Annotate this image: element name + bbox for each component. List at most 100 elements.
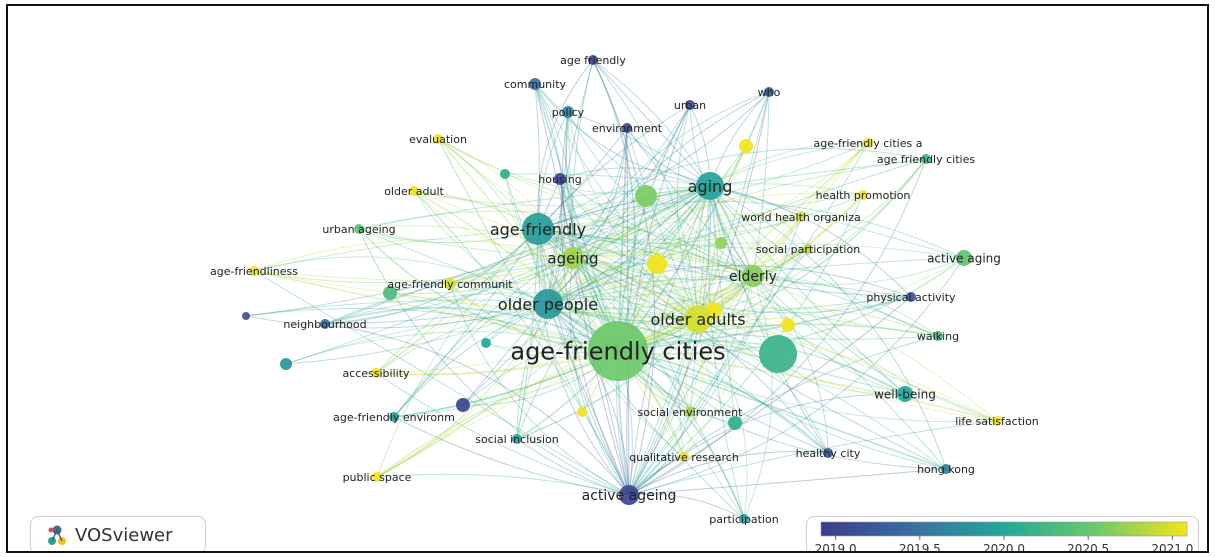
- keyword-node-public-space[interactable]: [372, 472, 382, 482]
- keyword-node-healthy-city[interactable]: [823, 448, 833, 458]
- keyword-label-older-people[interactable]: older people: [498, 295, 598, 314]
- keyword-node[interactable]: [728, 416, 742, 430]
- keyword-node[interactable]: [781, 318, 795, 332]
- keyword-node-aging[interactable]: [696, 172, 724, 200]
- keyword-node-afc-a[interactable]: [863, 138, 873, 148]
- keyword-label-afc-sp[interactable]: age friendly cities: [877, 153, 975, 166]
- keyword-node-af-environment[interactable]: [389, 412, 399, 422]
- keyword-node[interactable]: [647, 254, 667, 274]
- keyword-label-aging[interactable]: aging: [688, 177, 733, 196]
- keyword-node[interactable]: [500, 169, 510, 179]
- keyword-label-hong-kong[interactable]: hong kong: [917, 463, 975, 476]
- keyword-node-age-friendly[interactable]: [522, 213, 554, 245]
- keyword-node-af-cities[interactable]: [588, 321, 648, 381]
- keyword-node[interactable]: [739, 139, 753, 153]
- keyword-node[interactable]: [715, 237, 727, 249]
- keyword-node-environment[interactable]: [622, 123, 632, 133]
- keyword-node-afc-sp[interactable]: [921, 154, 931, 164]
- keyword-node-ageing[interactable]: [562, 247, 584, 269]
- co-occurrence-link: [375, 303, 549, 374]
- keyword-node-housing[interactable]: [554, 173, 566, 185]
- keyword-label-who[interactable]: who: [758, 86, 781, 99]
- keyword-node-active-aging[interactable]: [956, 250, 972, 266]
- keyword-node-older-people[interactable]: [533, 289, 563, 319]
- keyword-node-afc-community[interactable]: [444, 278, 456, 290]
- keyword-label-af-cities[interactable]: age-friendly cities: [510, 338, 725, 366]
- keyword-node-social-participation[interactable]: [803, 244, 813, 254]
- keyword-node-age-friendliness[interactable]: [249, 266, 259, 276]
- keyword-node-community[interactable]: [529, 78, 541, 90]
- keyword-node-age-friendly-sp[interactable]: [588, 55, 598, 65]
- keyword-label-physical-activity[interactable]: physical activity: [866, 291, 956, 304]
- keyword-label-community[interactable]: community: [504, 78, 567, 91]
- keyword-node[interactable]: [635, 185, 657, 207]
- keyword-node-older-adult[interactable]: [409, 186, 419, 196]
- keyword-label-age-friendly[interactable]: age-friendly: [490, 220, 586, 239]
- keyword-node-walking[interactable]: [933, 331, 943, 341]
- keyword-node[interactable]: [456, 398, 470, 412]
- co-occurrence-link: [358, 228, 619, 352]
- co-occurrence-link: [709, 142, 869, 187]
- keyword-node-accessibility[interactable]: [371, 368, 381, 378]
- keyword-label-ageing[interactable]: ageing: [547, 249, 598, 267]
- co-occurrence-link: [253, 228, 539, 272]
- keyword-node-participation[interactable]: [739, 514, 749, 524]
- keyword-label-who-org[interactable]: world health organiza: [741, 211, 860, 224]
- keyword-label-environment[interactable]: environment: [592, 122, 663, 135]
- keyword-node-hong-kong[interactable]: [941, 464, 951, 474]
- keyword-node-active-ageing[interactable]: [619, 485, 639, 505]
- keyword-node[interactable]: [280, 358, 292, 370]
- keyword-node-life-satisfaction[interactable]: [992, 416, 1002, 426]
- keyword-node[interactable]: [759, 335, 797, 373]
- keyword-node[interactable]: [242, 312, 250, 320]
- keyword-label-active-aging[interactable]: active aging: [927, 251, 1001, 265]
- keyword-label-accessibility[interactable]: accessibility: [342, 367, 410, 380]
- co-occurrence-link: [537, 185, 711, 230]
- keyword-node[interactable]: [577, 407, 587, 417]
- keyword-label-social-participation[interactable]: social participation: [756, 243, 860, 256]
- keyword-label-participation[interactable]: participation: [709, 513, 779, 526]
- keyword-node-neighbourhood[interactable]: [320, 319, 330, 329]
- network-map[interactable]: age-friendly cities aging age-friendly olde…: [8, 6, 1209, 553]
- keyword-label-elderly[interactable]: elderly: [729, 269, 777, 285]
- keyword-label-walking[interactable]: walking: [917, 330, 959, 343]
- keyword-label-qualitative-research[interactable]: qualitative research: [629, 451, 739, 464]
- keyword-node-who[interactable]: [764, 87, 774, 97]
- keyword-label-housing[interactable]: housing: [538, 173, 581, 186]
- keyword-label-afc-a[interactable]: age-friendly cities a: [814, 137, 923, 150]
- keyword-node-elderly[interactable]: [742, 265, 764, 287]
- keyword-label-public-space[interactable]: public space: [343, 471, 412, 484]
- keyword-label-social-environment[interactable]: social environment: [638, 406, 744, 419]
- keyword-node-social-inclusion[interactable]: [512, 434, 522, 444]
- keyword-label-health-promotion[interactable]: health promotion: [816, 189, 911, 202]
- keyword-node-urban-ageing[interactable]: [354, 224, 364, 234]
- keyword-label-af-environment[interactable]: age-friendly environm: [333, 411, 455, 424]
- keyword-node[interactable]: [481, 338, 491, 348]
- keyword-label-active-ageing[interactable]: active ageing: [582, 488, 677, 504]
- keyword-node-social-environment[interactable]: [685, 407, 695, 417]
- keyword-node-older-adults[interactable]: [684, 305, 712, 333]
- keyword-node-health-promotion[interactable]: [858, 190, 868, 200]
- keyword-node-well-being[interactable]: [897, 386, 913, 402]
- keyword-label-age-friendliness[interactable]: age-friendliness: [210, 265, 298, 278]
- keyword-node-policy[interactable]: [562, 106, 574, 118]
- keyword-label-older-adult[interactable]: older adult: [384, 185, 444, 198]
- keyword-label-urban[interactable]: urban: [674, 99, 706, 112]
- keyword-node-qualitative-research[interactable]: [679, 452, 689, 462]
- keyword-label-social-inclusion[interactable]: social inclusion: [475, 433, 558, 446]
- keyword-node[interactable]: [383, 286, 397, 300]
- keyword-node-urban[interactable]: [685, 100, 695, 110]
- keyword-label-older-adults[interactable]: older adults: [650, 310, 745, 329]
- keyword-label-life-satisfaction[interactable]: life satisfaction: [955, 415, 1039, 428]
- keyword-node-who-org[interactable]: [796, 212, 806, 222]
- keyword-label-afc-community[interactable]: age-friendly communit: [387, 278, 513, 291]
- keyword-label-evaluation[interactable]: evaluation: [409, 133, 467, 146]
- keyword-label-well-being[interactable]: well-being: [874, 387, 936, 401]
- keyword-label-urban-ageing[interactable]: urban ageing: [322, 223, 395, 236]
- keyword-label-age-friendly-sp[interactable]: age friendly: [560, 54, 626, 67]
- keyword-label-healthy-city[interactable]: healthy city: [796, 447, 861, 460]
- keyword-node-physical-activity[interactable]: [906, 292, 916, 302]
- keyword-label-neighbourhood[interactable]: neighbourhood: [283, 318, 366, 331]
- keyword-label-policy[interactable]: policy: [552, 106, 585, 119]
- keyword-node-evaluation[interactable]: [433, 134, 443, 144]
